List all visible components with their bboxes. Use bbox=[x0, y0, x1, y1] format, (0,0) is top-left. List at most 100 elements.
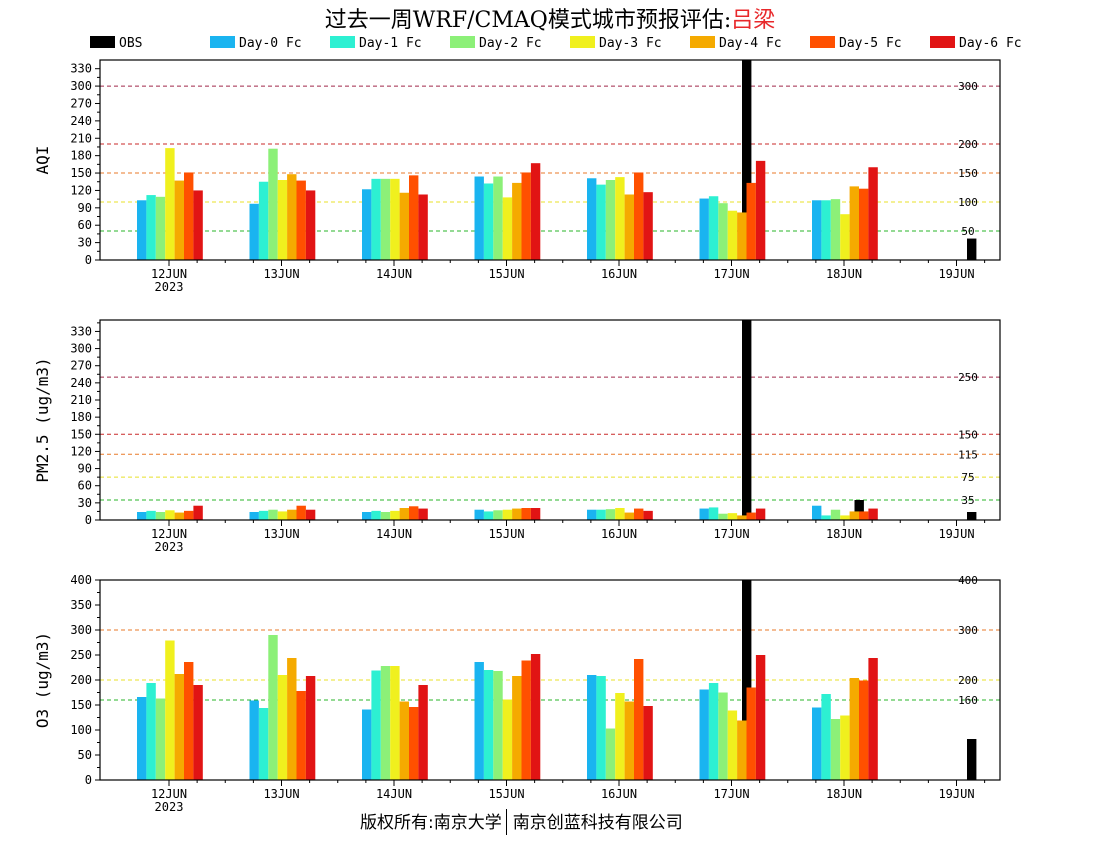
x-tick-label: 16JUN bbox=[601, 527, 637, 541]
bar-day-5-fc bbox=[184, 172, 194, 260]
y-tick-label: 180 bbox=[70, 149, 92, 163]
bar-obs bbox=[967, 739, 977, 780]
bar-day-0-fc bbox=[249, 203, 259, 260]
x-tick-label: 12JUN bbox=[151, 267, 187, 281]
bar-day-0-fc bbox=[474, 509, 484, 520]
legend-item-day-6-fc: Day-6 Fc bbox=[930, 36, 1022, 52]
bar-day-0-fc bbox=[137, 200, 147, 260]
y-tick-label: 150 bbox=[70, 698, 92, 712]
bar-day-5-fc bbox=[746, 182, 756, 260]
bar-day-3-fc bbox=[277, 180, 288, 260]
plot-frame bbox=[99, 59, 1001, 261]
bar-day-0-fc bbox=[587, 178, 597, 260]
legend-swatch bbox=[930, 36, 955, 48]
bar-day-5-fc bbox=[409, 707, 419, 780]
threshold-label: 200 bbox=[958, 674, 978, 687]
y-tick-label: 240 bbox=[70, 376, 92, 390]
bar-day-2-fc bbox=[380, 178, 391, 260]
x-tick-label: 18JUN bbox=[826, 527, 862, 541]
bar-day-0-fc bbox=[474, 176, 484, 260]
y-tick-label: 210 bbox=[70, 131, 92, 145]
bar-day-6-fc bbox=[755, 160, 766, 260]
legend-swatch bbox=[90, 36, 115, 48]
legend-label: Day-1 Fc bbox=[359, 36, 422, 51]
bar-day-1-fc bbox=[258, 181, 269, 260]
bar-day-2-fc bbox=[830, 509, 841, 520]
bar-obs bbox=[967, 512, 977, 520]
bar-day-4-fc bbox=[849, 511, 859, 520]
threshold-label: 50 bbox=[961, 225, 974, 238]
footer-right: 南京创蓝科技有限公司 bbox=[512, 813, 683, 833]
bar-day-6-fc bbox=[305, 509, 316, 520]
y-tick-label: 240 bbox=[70, 114, 92, 128]
y-tick-label: 50 bbox=[78, 748, 92, 762]
x-tick-label: 13JUN bbox=[263, 527, 299, 541]
bar-day-4-fc bbox=[287, 658, 297, 780]
bar-day-0-fc bbox=[587, 509, 597, 520]
bar-day-4-fc bbox=[287, 509, 297, 520]
bar-day-0-fc bbox=[249, 700, 259, 780]
legend-label: Day-4 Fc bbox=[719, 36, 782, 51]
bar-day-0-fc bbox=[474, 662, 484, 780]
bar-day-6-fc bbox=[643, 510, 653, 520]
chart-title: 过去一周WRF/CMAQ模式城市预报评估:吕梁 bbox=[0, 2, 1100, 34]
bars-group bbox=[137, 320, 977, 520]
bar-day-1-fc bbox=[821, 200, 831, 260]
bar-day-6-fc bbox=[530, 654, 541, 780]
title-city: 吕梁 bbox=[731, 8, 776, 33]
bar-day-0-fc bbox=[362, 709, 372, 780]
legend-item-day-3-fc: Day-3 Fc bbox=[570, 36, 662, 52]
bar-day-1-fc bbox=[371, 178, 381, 260]
y-tick-label: 350 bbox=[70, 598, 92, 612]
bar-day-3-fc bbox=[502, 197, 513, 260]
bar-day-5-fc bbox=[634, 508, 644, 520]
bar-day-4-fc bbox=[624, 194, 634, 260]
bar-day-1-fc bbox=[483, 511, 494, 520]
bar-day-5-fc bbox=[746, 687, 756, 780]
bar-day-5-fc bbox=[296, 691, 306, 780]
threshold-label: 115 bbox=[958, 448, 978, 461]
bar-day-6-fc bbox=[305, 676, 316, 780]
y-tick-label: 30 bbox=[78, 236, 92, 250]
bar-day-3-fc bbox=[727, 513, 738, 520]
bar-day-2-fc bbox=[718, 203, 728, 260]
bar-day-4-fc bbox=[737, 720, 747, 780]
bar-day-3-fc bbox=[165, 510, 175, 520]
bar-day-1-fc bbox=[596, 676, 606, 780]
legend-swatch bbox=[810, 36, 835, 48]
legend-label: Day-5 Fc bbox=[839, 36, 902, 51]
bar-day-1-fc bbox=[708, 507, 719, 520]
y-tick-label: 120 bbox=[70, 444, 92, 458]
bar-day-1-fc bbox=[258, 708, 269, 780]
legend-label: Day-6 Fc bbox=[959, 36, 1022, 51]
bar-day-5-fc bbox=[859, 511, 869, 520]
bar-day-4-fc bbox=[849, 186, 859, 260]
bar-day-6-fc bbox=[418, 508, 428, 520]
footer-separator bbox=[505, 809, 507, 835]
bar-day-3-fc bbox=[727, 210, 738, 260]
bar-day-0-fc bbox=[362, 512, 372, 520]
bar-day-4-fc bbox=[624, 512, 634, 520]
bar-day-1-fc bbox=[708, 683, 719, 780]
x-tick-label: 18JUN bbox=[826, 267, 862, 281]
bar-day-1-fc bbox=[596, 184, 606, 260]
bar-day-4-fc bbox=[287, 174, 297, 260]
bar-day-6-fc bbox=[193, 505, 203, 520]
bar-day-1-fc bbox=[146, 510, 156, 520]
bar-day-1-fc bbox=[821, 694, 831, 780]
threshold-label: 200 bbox=[958, 138, 978, 151]
x-tick-label: 16JUN bbox=[601, 267, 637, 281]
threshold-label: 250 bbox=[958, 371, 978, 384]
y-axis-label: O3 (ug/m3) bbox=[33, 632, 52, 728]
chart-panel-1: 300 200 150 100 50 0 30 60 90 120 150 180 210 240 270 3… bbox=[33, 59, 1001, 294]
legend-swatch bbox=[570, 36, 595, 48]
x-tick-label: 17JUN bbox=[713, 527, 749, 541]
x-tick-label: 12JUN bbox=[151, 527, 187, 541]
bar-day-6-fc bbox=[643, 706, 653, 780]
y-tick-label: 300 bbox=[70, 623, 92, 637]
bar-day-6-fc bbox=[868, 658, 878, 780]
y-tick-label: 180 bbox=[70, 410, 92, 424]
bar-day-0-fc bbox=[362, 189, 372, 260]
bar-day-3-fc bbox=[840, 214, 850, 260]
